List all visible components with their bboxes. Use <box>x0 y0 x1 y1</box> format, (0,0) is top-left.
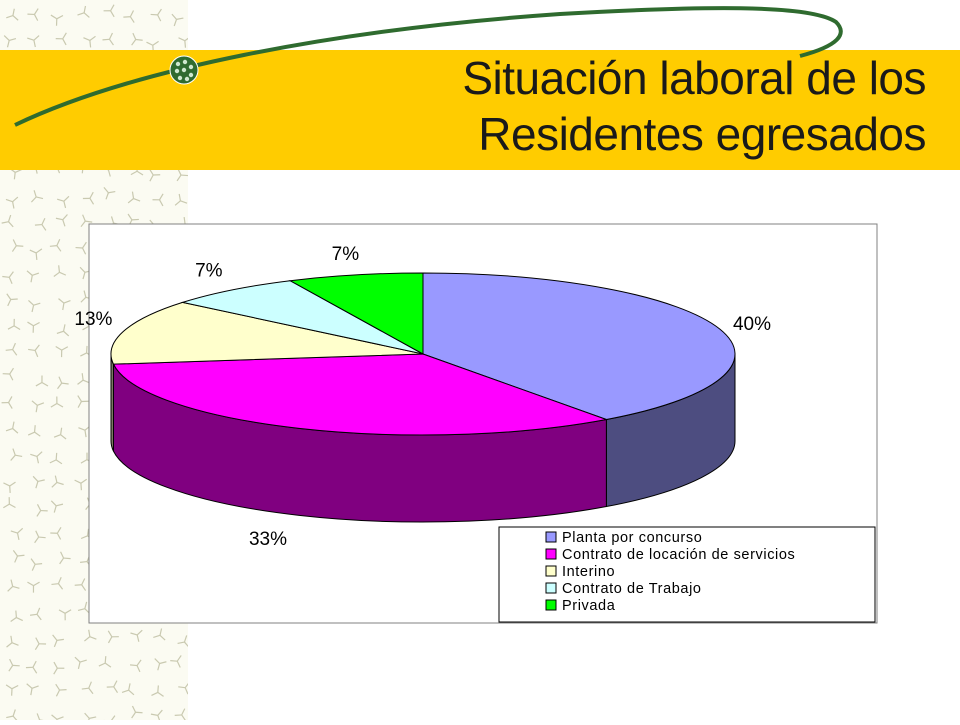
legend-swatch-0 <box>546 532 556 542</box>
legend-label-4: Privada <box>562 598 616 614</box>
legend-label-0: Planta por concurso <box>562 530 702 546</box>
legend-label-1: Contrato de locación de servicios <box>562 547 795 563</box>
legend-label-2: Interino <box>562 564 615 580</box>
legend-swatch-3 <box>546 583 556 593</box>
legend-label-3: Contrato de Trabajo <box>562 581 702 597</box>
data-label-1: 33% <box>249 529 287 550</box>
legend-swatch-2 <box>546 566 556 576</box>
data-label-2: 13% <box>74 309 112 330</box>
data-label-0: 40% <box>733 314 771 335</box>
pie-side-2 <box>111 354 113 451</box>
data-label-3: 7% <box>195 260 223 281</box>
legend-swatch-4 <box>546 600 556 610</box>
legend-swatch-1 <box>546 549 556 559</box>
pie-slices <box>111 273 735 435</box>
data-label-4: 7% <box>332 244 360 265</box>
